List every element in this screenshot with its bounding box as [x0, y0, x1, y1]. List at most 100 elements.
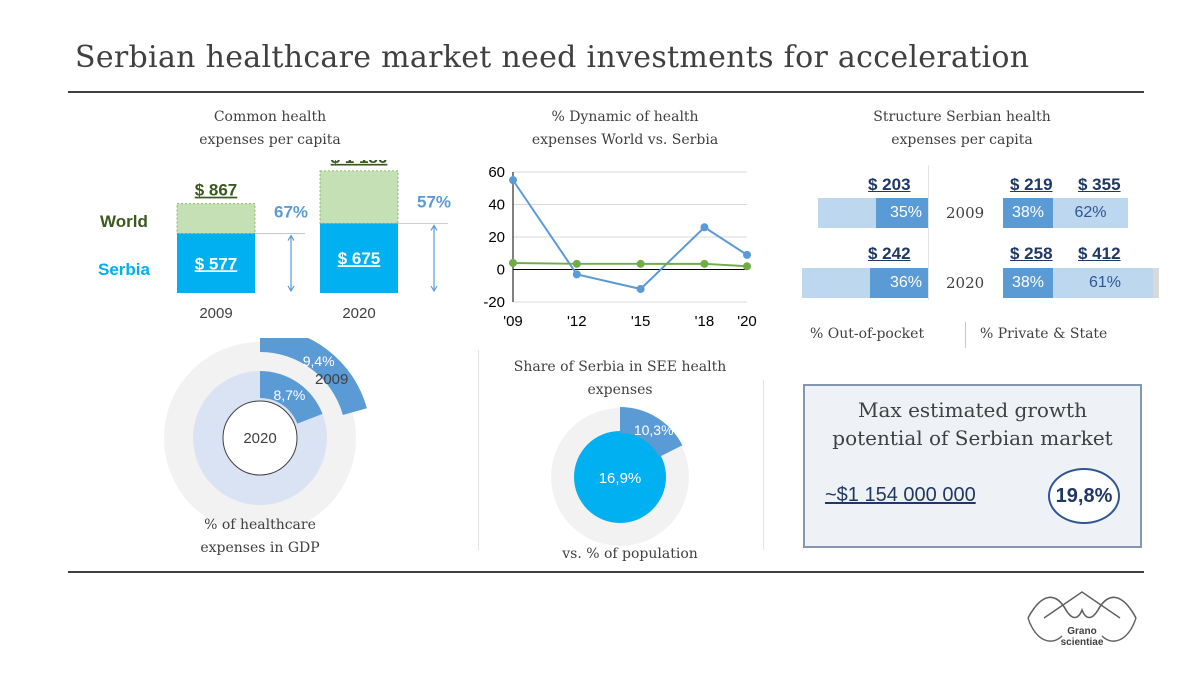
y-tick-label: 60: [488, 164, 505, 181]
growth-box: Max estimated growth potential of Serbia…: [803, 384, 1142, 548]
inner-ring-year: 2020: [243, 430, 276, 447]
private-amount: $ 258: [1010, 244, 1053, 263]
panel1-title-line2: expenses per capita: [199, 132, 341, 148]
state-amount: $ 355: [1078, 175, 1121, 194]
top-divider: [68, 91, 1144, 93]
inner-ring-segment: [260, 371, 323, 424]
outer-ring-year: 2009: [315, 371, 348, 388]
structure-year: 2009: [946, 204, 985, 222]
bottom-divider: [68, 571, 1144, 573]
state-pct-bar: 61%: [1053, 268, 1157, 298]
panel1-title: Common health expenses per capita: [180, 106, 360, 152]
y-tick-label: 0: [497, 262, 505, 279]
gap-pct-label: 57%: [417, 192, 451, 211]
data-point: [636, 285, 645, 293]
serbia-row-label: Serbia: [98, 260, 150, 279]
share-title: Share of Serbia in SEE health expenses: [495, 356, 745, 402]
inner-ring-label: 8,7%: [273, 387, 305, 403]
data-point: [700, 223, 709, 232]
gap-arrow-head: [430, 285, 438, 293]
panel3-title: Structure Serbian health expenses per ca…: [842, 106, 1082, 152]
grano-scientiae-logo: [1027, 591, 1137, 642]
logo-line2: scientiae: [1060, 637, 1104, 648]
x-tick-label: '09: [503, 313, 523, 330]
outer-ring-label: 9,4%: [303, 353, 335, 369]
category-label: 2009: [199, 305, 232, 322]
share-title-line2: expenses: [587, 382, 653, 398]
x-tick-label: '15: [631, 313, 651, 330]
oop-pct-bar: 35%: [876, 198, 928, 228]
outer-ring-label: 10,3%: [634, 422, 674, 438]
panel2-title-line2: expenses World vs. Serbia: [531, 132, 719, 148]
structure-year: 2020: [946, 274, 985, 292]
growth-title-line1: Max estimated growth: [858, 398, 1087, 422]
share-title-line1: Share of Serbia in SEE health: [513, 359, 727, 375]
serbia-bar: [320, 223, 398, 293]
oop-pct-bar: 36%: [870, 268, 928, 298]
share-donut-chart: 10,3% 16,9%: [551, 407, 689, 546]
world-bar-label: $ 867: [195, 181, 238, 200]
gdp-caption: % of healthcare expenses in GDP: [170, 514, 350, 560]
data-point: [572, 270, 581, 279]
y-tick-label: 20: [488, 229, 505, 246]
x-tick-label: '18: [695, 313, 715, 330]
state-pct-bar: 62%: [1053, 198, 1128, 228]
x-tick-label: '20: [737, 313, 757, 330]
inner-disc: [574, 431, 666, 523]
data-point: [743, 262, 751, 271]
data-point: [572, 259, 581, 268]
gap-arrow-head: [287, 234, 295, 241]
serbia-bar-label: $ 675: [338, 249, 381, 268]
gap-pct-label: 67%: [274, 203, 308, 222]
gdp-donut-chart: 9,4% 8,7% 2009 2020: [164, 338, 367, 528]
state-amount: $ 412: [1078, 244, 1121, 263]
logo-text: Grano scientiae: [1040, 626, 1124, 648]
serbia-line: [512, 179, 748, 291]
separator: [763, 380, 764, 550]
dynamic-line-chart: -20 0 20 40 60 '09 '12 '15 '18 '20: [483, 164, 757, 330]
serbia-bar: [177, 233, 255, 293]
panel2-title-line1: % Dynamic of health: [551, 109, 699, 125]
separator: [928, 165, 929, 300]
private-amount: $ 219: [1010, 175, 1053, 194]
data-point: [700, 259, 709, 268]
world-line: [512, 262, 748, 268]
world-bar-label: $ 1 186: [331, 160, 388, 167]
gdp-caption-line2: expenses in GDP: [200, 540, 320, 556]
gap-arrow-head: [430, 224, 438, 231]
data-point: [509, 176, 517, 185]
y-tick-label: 40: [488, 197, 505, 214]
outer-ring-segment: [260, 338, 367, 415]
share-caption: vs. % of population: [562, 546, 698, 562]
data-point: [743, 250, 751, 259]
world-bar: [319, 170, 399, 224]
gdp-caption-line1: % of healthcare: [204, 517, 316, 533]
inner-disc-label: 16,9%: [599, 470, 642, 487]
serbia-bar-label: $ 577: [195, 254, 238, 273]
legend-separator: [965, 322, 966, 348]
data-point: [509, 259, 517, 267]
world-bar: [176, 203, 256, 234]
expenses-bar-chart: $ 577 $ 867 67% 2009 $ 675 $ 1 186 57% 2020: [176, 160, 451, 322]
panel1-title-line1: Common health: [213, 109, 327, 125]
gap-arrow-head: [287, 285, 295, 293]
page-title: Serbian healthcare market need investmen…: [75, 40, 1030, 75]
state-bar-edge: [1153, 268, 1159, 298]
separator: [478, 350, 479, 550]
panel3-title-line1: Structure Serbian health: [873, 109, 1051, 125]
growth-title-line2: potential of Serbian market: [832, 426, 1113, 450]
y-tick-label: -20: [483, 294, 505, 311]
outer-ring-segment: [620, 407, 683, 458]
oop-amount: $ 242: [868, 244, 911, 263]
private-pct-bar: 38%: [1003, 268, 1053, 298]
growth-title: Max estimated growth potential of Serbia…: [805, 396, 1140, 452]
legend-private-state: % Private & State: [980, 326, 1108, 342]
x-tick-label: '12: [567, 313, 587, 330]
oop-amount: $ 203: [868, 175, 911, 194]
world-row-label: World: [100, 212, 148, 231]
growth-pct-badge: 19,8%: [1048, 468, 1120, 524]
category-label: 2020: [342, 305, 375, 322]
panel2-title: % Dynamic of health expenses World vs. S…: [500, 106, 750, 152]
legend-out-of-pocket: % Out-of-pocket: [810, 326, 925, 342]
growth-amount: ~$1 154 000 000: [825, 484, 976, 506]
